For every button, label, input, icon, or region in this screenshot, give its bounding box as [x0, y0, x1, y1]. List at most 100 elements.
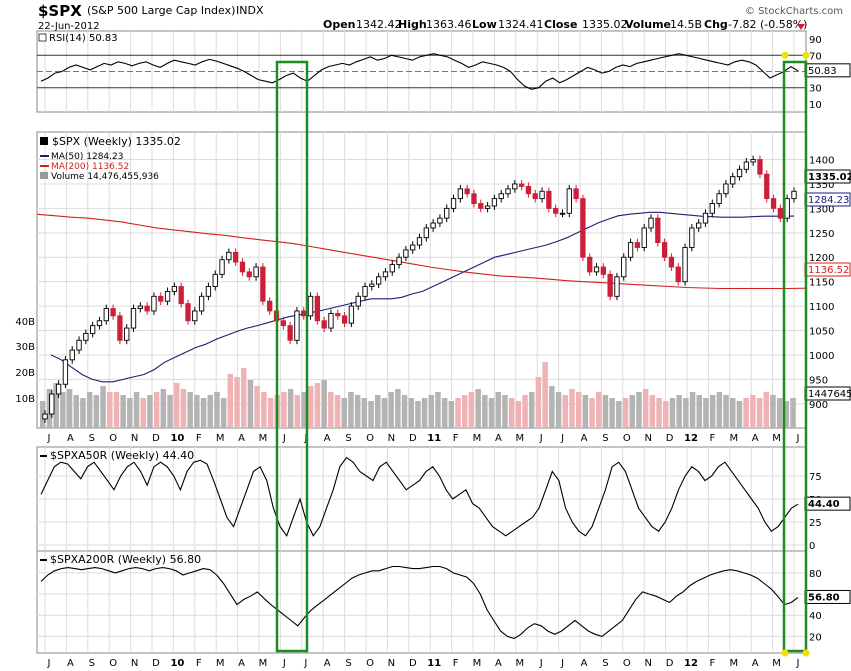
symbol: $SPX: [38, 2, 82, 20]
candle-legend-icon: [40, 137, 48, 145]
volume-bar: [73, 395, 79, 428]
bottom-x-axis-label: D: [152, 658, 160, 669]
volume-bar: [80, 398, 86, 428]
candle-body: [301, 310, 307, 317]
candle-body: [192, 310, 198, 322]
candle-body: [117, 315, 123, 341]
x-axis-label: S: [89, 433, 95, 444]
volume-bar: [455, 398, 461, 428]
spxa200r-tick-label: 40: [809, 611, 822, 622]
volume-bar: [375, 395, 381, 428]
volume-bar: [200, 398, 207, 428]
volume-tick-label: 40B: [15, 317, 35, 328]
candle-body: [648, 217, 654, 229]
marker-dot: [781, 51, 789, 59]
candle-body: [464, 188, 470, 195]
candle-body: [171, 286, 178, 292]
spxa50r-last-badge-group: 44.40: [804, 496, 851, 511]
candle-body: [518, 183, 525, 187]
low-label: Low: [472, 18, 497, 31]
candle-body: [328, 312, 334, 329]
volume-bar: [750, 395, 756, 428]
candle-body: [627, 242, 634, 258]
x-axis-label: J: [560, 433, 564, 444]
volume-bar: [448, 401, 455, 428]
volume-bar: [174, 383, 180, 428]
volume-bar: [321, 380, 327, 428]
candle-body: [546, 190, 552, 209]
volume-bar: [261, 392, 267, 428]
candle-body: [260, 266, 266, 302]
volume-bar: [770, 395, 776, 428]
candle-body: [600, 266, 606, 275]
volume-bar: [401, 395, 408, 428]
volume-bar: [441, 398, 448, 428]
x-axis-label: A: [67, 433, 74, 444]
volume-bar: [381, 398, 388, 428]
volume-legend-icon: [40, 172, 48, 179]
volume-bar: [53, 383, 59, 428]
volume-bar: [415, 401, 421, 428]
volume-bar: [334, 395, 341, 428]
highlight-box-2012: [782, 60, 808, 653]
candle-body: [471, 193, 477, 204]
volume-bar: [696, 395, 702, 428]
volume-legend: Volume 14,476,455,936: [51, 172, 159, 182]
candle-body: [614, 276, 620, 297]
price-tick-label: 1200: [809, 253, 834, 264]
bottom-x-axis-label: N: [131, 658, 138, 669]
bottom-x-axis-label: S: [89, 658, 95, 669]
x-axis-label: F: [453, 433, 459, 444]
price-tick-label: 1050: [809, 327, 834, 338]
volume-bar: [341, 398, 347, 428]
candle-body: [668, 256, 675, 268]
candle-body: [348, 305, 355, 324]
rsi-last-badge: 50.83: [808, 66, 837, 77]
ma200-legend: MA(200) 1136.52: [51, 162, 129, 172]
spxa200r-last-badge: 56.80: [808, 592, 840, 603]
close-label: Close: [544, 18, 577, 31]
bottom-x-axis-label: A: [238, 658, 245, 669]
x-axis-label: J: [539, 433, 543, 444]
candle-body: [178, 286, 184, 305]
bottom-x-axis-label: J: [539, 658, 543, 669]
open-label: Open: [323, 18, 356, 31]
candle-body: [539, 190, 545, 200]
bottom-x-axis-label: J: [560, 658, 564, 669]
down-arrow-icon: [797, 24, 805, 30]
candle-body: [144, 305, 150, 312]
x-axis-label: D: [666, 433, 674, 444]
bottom-x-axis-label: M: [729, 658, 738, 669]
panel-toggle-icon: [38, 33, 47, 42]
x-axis-label: 10: [170, 433, 184, 444]
candle-body: [573, 188, 579, 200]
bottom-x-axis-label: F: [453, 658, 459, 669]
volume-bar: [703, 398, 709, 428]
bottom-x-axis-label: N: [388, 658, 395, 669]
candle-body: [83, 332, 89, 341]
candle-body: [559, 212, 566, 215]
candle-body: [362, 286, 368, 297]
rsi-tick-label: 70: [809, 51, 822, 62]
volume-bar: [549, 386, 555, 428]
candle-body: [335, 312, 341, 317]
x-axis-label: N: [644, 433, 651, 444]
rsi-tick-label: 30: [809, 84, 822, 95]
spxa50r-tick-label: 75: [809, 472, 822, 483]
bottom-x-axis-label: O: [109, 658, 117, 669]
volume-bar: [348, 392, 354, 428]
rsi-tick-label: 10: [809, 100, 822, 111]
candle-body: [267, 300, 273, 312]
volume-bar: [756, 398, 763, 428]
candle-body: [396, 256, 402, 266]
spxa50r-tick-label: 0: [809, 541, 815, 552]
candle-body: [403, 249, 409, 258]
spxa200r-last-badge-group: 56.80: [804, 589, 851, 604]
price-tick-label: 1300: [809, 204, 834, 215]
volume-bar: [227, 374, 234, 428]
volume-bar: [120, 395, 126, 428]
candle-body: [689, 227, 695, 248]
volume-badge-group: 14476455: [804, 386, 851, 401]
volume-bar: [241, 368, 247, 428]
